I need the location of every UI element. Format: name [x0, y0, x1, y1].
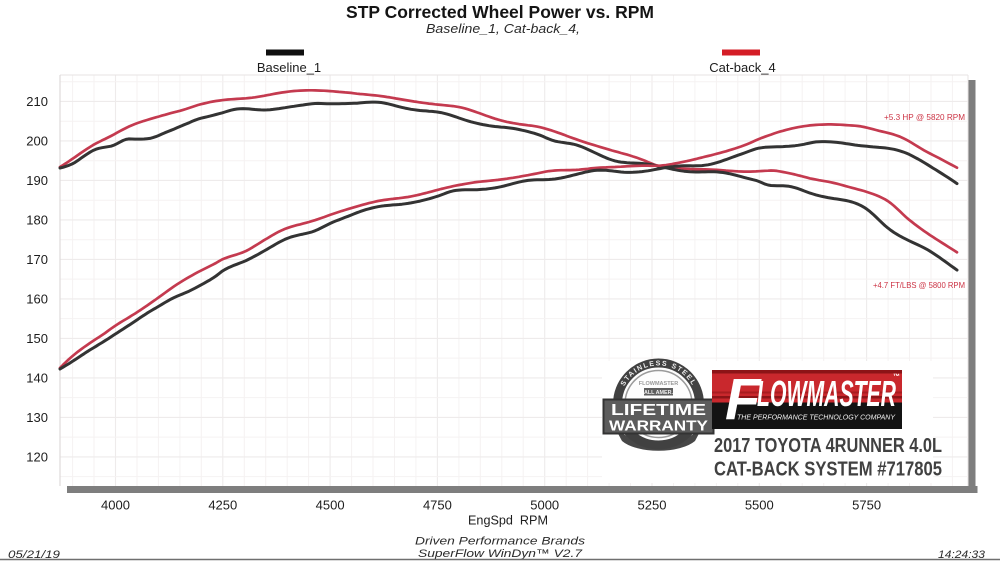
- svg-text:4500: 4500: [316, 498, 345, 513]
- svg-text:5750: 5750: [852, 498, 881, 513]
- svg-text:EngSpd RPM: EngSpd RPM: [468, 514, 548, 528]
- svg-text:130: 130: [26, 410, 48, 425]
- svg-text:+5.3 HP @ 5820 RPM: +5.3 HP @ 5820 RPM: [884, 112, 965, 122]
- svg-text:ALL AMER.: ALL AMER.: [644, 390, 674, 396]
- svg-text:™: ™: [893, 374, 900, 381]
- svg-text:STP Corrected Wheel Power vs.: STP Corrected Wheel Power vs. RPM: [346, 2, 654, 22]
- svg-text:FLOWMASTER: FLOWMASTER: [639, 381, 678, 387]
- svg-text:Driven Performance Brands: Driven Performance Brands: [415, 536, 586, 548]
- svg-text:Baseline_1, Cat-back_4,: Baseline_1, Cat-back_4,: [426, 21, 580, 36]
- svg-text:180: 180: [26, 212, 48, 227]
- svg-text:F: F: [725, 368, 762, 433]
- svg-text:160: 160: [26, 291, 48, 306]
- svg-text:THE PERFORMANCE TECHNOLOGY COM: THE PERFORMANCE TECHNOLOGY COMPANY: [737, 413, 896, 422]
- svg-text:Cat-back_4: Cat-back_4: [709, 60, 775, 75]
- svg-text:120: 120: [26, 449, 48, 464]
- svg-text:5000: 5000: [530, 498, 559, 513]
- svg-text:SuperFlow WinDyn™ V2.7: SuperFlow WinDyn™ V2.7: [418, 548, 583, 560]
- svg-text:Baseline_1: Baseline_1: [257, 60, 321, 75]
- svg-text:210: 210: [26, 94, 48, 109]
- svg-text:4750: 4750: [423, 498, 452, 513]
- svg-text:14:24:33: 14:24:33: [938, 549, 986, 561]
- svg-text:+4.7 FT/LBS @ 5800 RPM: +4.7 FT/LBS @ 5800 RPM: [873, 280, 965, 290]
- svg-text:190: 190: [26, 173, 48, 188]
- svg-text:4000: 4000: [101, 498, 130, 513]
- svg-text:150: 150: [26, 331, 48, 346]
- svg-text:05/21/19: 05/21/19: [8, 549, 60, 561]
- svg-text:LOWMASTER: LOWMASTER: [757, 373, 896, 414]
- svg-text:4250: 4250: [208, 498, 237, 513]
- svg-text:CAT-BACK SYSTEM #717805: CAT-BACK SYSTEM #717805: [714, 458, 942, 481]
- svg-text:5250: 5250: [638, 498, 667, 513]
- svg-text:5500: 5500: [745, 498, 774, 513]
- svg-text:2017 TOYOTA 4RUNNER 4.0L: 2017 TOYOTA 4RUNNER 4.0L: [714, 434, 942, 457]
- svg-text:200: 200: [26, 133, 48, 148]
- svg-text:170: 170: [26, 252, 48, 267]
- svg-text:LIFETIME: LIFETIME: [611, 402, 706, 419]
- svg-text:140: 140: [26, 370, 48, 385]
- svg-text:WARRANTY: WARRANTY: [609, 418, 708, 435]
